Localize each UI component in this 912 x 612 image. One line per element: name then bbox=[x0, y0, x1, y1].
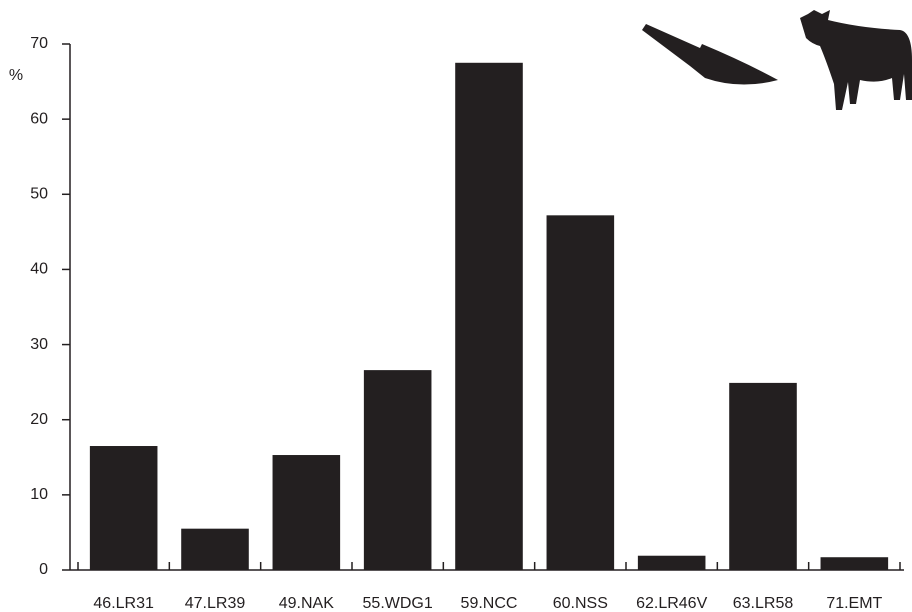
x-tick-label: 47.LR39 bbox=[185, 595, 246, 612]
y-tick-label: 10 bbox=[30, 486, 48, 503]
y-axis-label: % bbox=[9, 67, 23, 84]
bar bbox=[729, 382, 797, 570]
x-tick-label: 71.EMT bbox=[826, 595, 882, 612]
knife-icon bbox=[642, 24, 778, 85]
bar bbox=[181, 528, 249, 570]
bar bbox=[820, 557, 889, 570]
y-tick-label: 30 bbox=[30, 336, 48, 353]
bar bbox=[455, 62, 523, 571]
y-tick-label: 40 bbox=[30, 261, 48, 278]
x-tick-label: 62.LR46V bbox=[636, 595, 707, 612]
x-tick-label: 49.NAK bbox=[279, 595, 334, 612]
x-tick-label: 59.NCC bbox=[461, 595, 518, 612]
x-tick-label: 55.WDG1 bbox=[363, 595, 433, 612]
y-tick-label: 50 bbox=[30, 186, 48, 203]
x-tick-label: 63.LR58 bbox=[733, 595, 794, 612]
y-tick-label: 70 bbox=[30, 35, 48, 52]
x-tick-label: 46.LR31 bbox=[93, 595, 154, 612]
bar bbox=[272, 455, 341, 570]
bar bbox=[363, 370, 432, 570]
y-tick-label: 60 bbox=[30, 110, 48, 127]
bar bbox=[637, 555, 706, 570]
bar bbox=[546, 215, 615, 570]
x-tick-label: 60.NSS bbox=[553, 595, 608, 612]
bar bbox=[89, 446, 158, 570]
y-tick-label: 20 bbox=[30, 411, 48, 428]
y-tick-label: 0 bbox=[39, 561, 48, 578]
cow-icon bbox=[800, 10, 912, 110]
